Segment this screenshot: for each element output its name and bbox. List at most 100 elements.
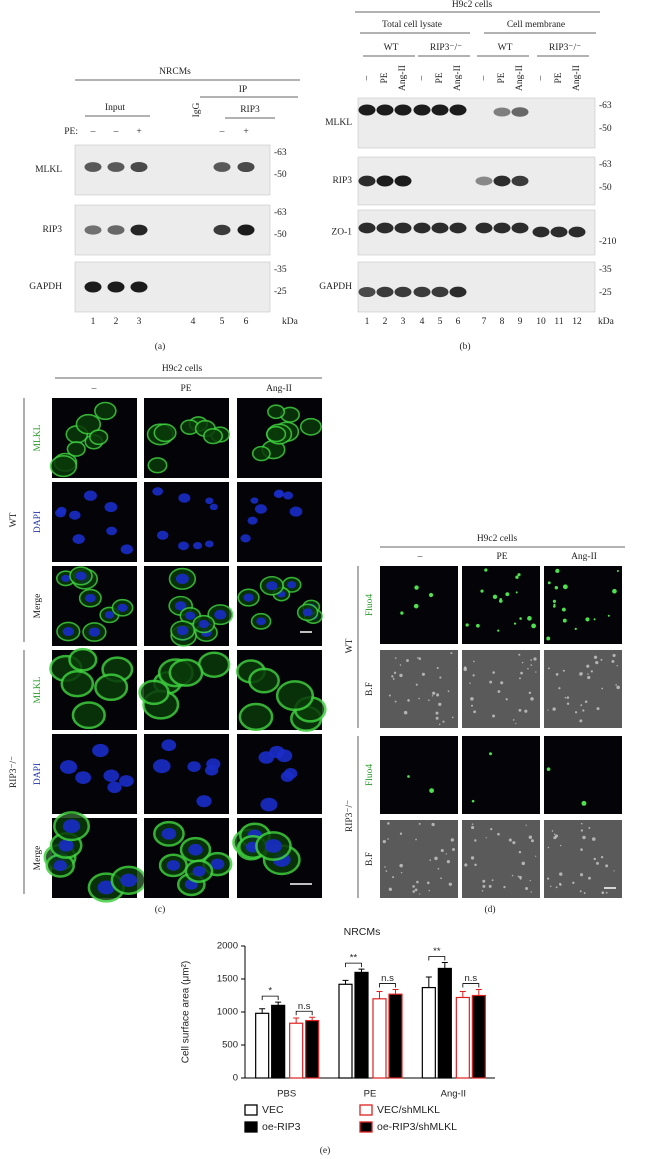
treatment: PE [435, 72, 445, 83]
speck [547, 709, 549, 711]
column-label: – [417, 552, 423, 562]
error-bar [309, 1016, 316, 1021]
speck [519, 878, 522, 880]
speck [590, 670, 593, 673]
micrograph [544, 820, 622, 898]
speck [429, 859, 432, 862]
band [413, 286, 431, 298]
caption: (a) [155, 341, 166, 352]
band [413, 104, 431, 116]
micrograph [544, 566, 622, 644]
speck [448, 882, 452, 886]
row-label: ZO-1 [331, 228, 352, 238]
micrograph [144, 734, 229, 814]
nucleus [264, 839, 283, 853]
treatment: Ang-II [398, 65, 408, 91]
nucleus [260, 797, 278, 812]
speck [492, 671, 495, 674]
speck [518, 653, 521, 656]
speck [517, 875, 520, 878]
speck [512, 841, 516, 845]
speck [392, 876, 395, 879]
nucleus [192, 541, 203, 550]
speck [515, 722, 517, 725]
speck [524, 709, 528, 713]
speck [521, 861, 526, 866]
nucleus [192, 866, 206, 877]
image-background [544, 566, 622, 644]
nucleus [75, 771, 92, 784]
band [394, 286, 412, 298]
micrograph [380, 566, 458, 644]
cell [265, 425, 287, 443]
speck [562, 669, 565, 672]
row-label: MLKL [33, 424, 43, 451]
nucleus [250, 497, 259, 504]
signal [465, 623, 469, 627]
micrograph [49, 647, 137, 730]
speck [432, 691, 436, 695]
mw-marker: -35 [599, 265, 612, 275]
speck [435, 711, 439, 715]
bar [305, 1019, 320, 1079]
mw-marker: -63 [274, 148, 287, 158]
signal [519, 617, 522, 620]
column-label: Ang-II [266, 384, 292, 394]
cell [94, 673, 129, 702]
speck [566, 702, 570, 705]
error-bar [259, 1008, 266, 1014]
image-background [462, 736, 540, 814]
micrograph [49, 398, 137, 478]
nucleus [188, 843, 203, 856]
lane-number: 1 [365, 317, 370, 327]
nucleus [176, 625, 189, 636]
x-tick-label: PE [364, 1089, 377, 1100]
lane-number: 8 [500, 317, 505, 327]
error-bar [441, 962, 448, 969]
speck [414, 888, 418, 892]
speck [428, 889, 431, 892]
speck [611, 659, 615, 663]
speck [508, 838, 512, 842]
speck [530, 891, 532, 893]
speck [530, 664, 533, 666]
legend-label: oe-RIP3 [262, 1121, 301, 1133]
bar [437, 967, 452, 1079]
signal [527, 616, 532, 621]
speck [500, 681, 504, 685]
lane-number: 4 [191, 317, 196, 327]
signal [553, 603, 556, 606]
nucleus [283, 768, 298, 779]
speck [579, 890, 582, 893]
bar [421, 986, 436, 1079]
band [213, 224, 231, 236]
speck [503, 885, 506, 889]
speck [463, 667, 467, 672]
mw-marker: -210 [599, 237, 617, 247]
treatment: – [113, 127, 119, 137]
band [358, 222, 376, 234]
speck [403, 710, 408, 715]
speck [616, 665, 618, 667]
treatment-label: PE: [64, 127, 78, 137]
micrograph [462, 566, 540, 644]
treatment: – [536, 75, 546, 81]
band [511, 107, 529, 117]
group-label: Input [105, 103, 125, 113]
speck [438, 723, 441, 726]
speck [530, 839, 534, 843]
legend-swatch [244, 1104, 258, 1116]
band [431, 222, 449, 234]
speck [547, 846, 550, 849]
cell [66, 441, 86, 457]
micrograph [52, 482, 137, 562]
x-tick-label: Ang-II [441, 1089, 466, 1100]
speck [452, 847, 455, 851]
speck [473, 710, 477, 714]
group-label: RIP3⁻/⁻ [345, 800, 355, 832]
signal [562, 618, 567, 623]
micrograph [236, 650, 327, 732]
error-bar [459, 991, 466, 998]
speck [431, 822, 435, 827]
column-label: PE [496, 552, 507, 562]
